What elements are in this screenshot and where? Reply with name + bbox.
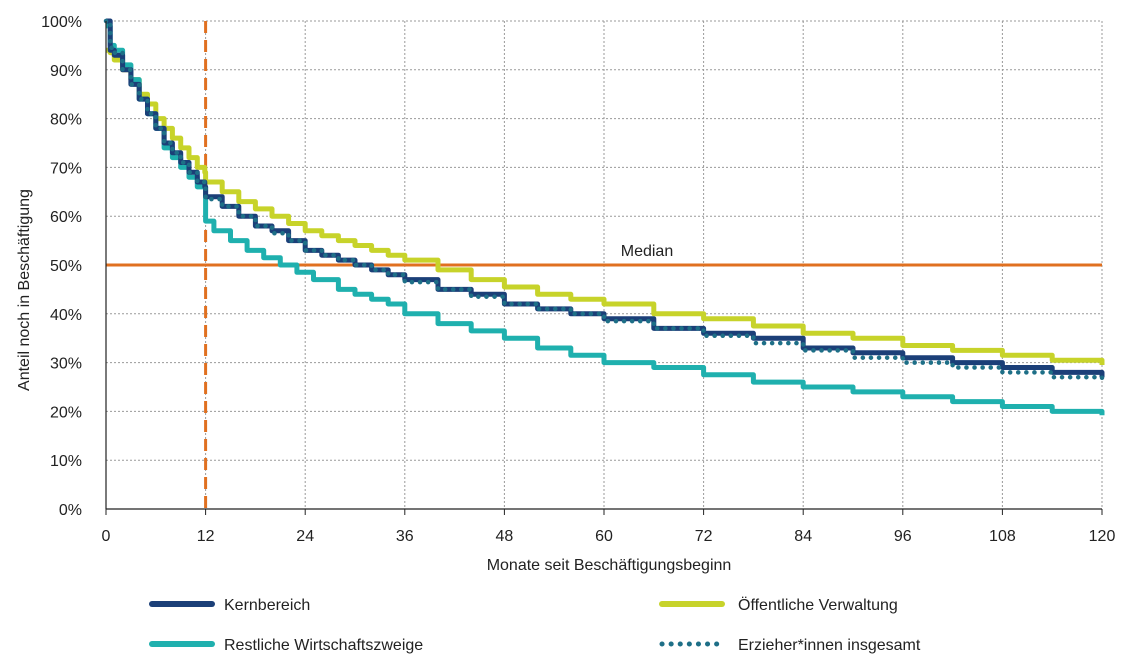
- legend-label: Restliche Wirtschaftszweige: [224, 637, 423, 654]
- x-tick-label: 96: [894, 528, 912, 545]
- axes: 0% 10% 20% 30% 40% 50% 60% 70% 80% 90% 100% 0 12 24 36…: [41, 14, 1115, 545]
- y-tick-label: 0%: [59, 502, 82, 519]
- y-tick-label: 30%: [50, 356, 82, 373]
- legend-label: Kernbereich: [224, 597, 310, 614]
- y-tick-label: 60%: [50, 209, 82, 226]
- x-tick-label: 12: [197, 528, 215, 545]
- y-tick-label: 100%: [41, 14, 82, 31]
- y-tick-label: 90%: [50, 63, 82, 80]
- y-tick-label: 80%: [50, 112, 82, 129]
- x-tick-label: 0: [102, 528, 111, 545]
- legend-item-oeffentliche-verwaltung: Öffentliche Verwaltung: [659, 596, 898, 614]
- legend-item-kernbereich: Kernbereich: [149, 597, 310, 614]
- x-tick-label: 36: [396, 528, 414, 545]
- y-tick-label: 20%: [50, 404, 82, 421]
- series-group: [103, 18, 1105, 416]
- legend-label: Erzieher*innen insgesamt: [738, 637, 921, 654]
- legend-label: Öffentliche Verwaltung: [738, 596, 898, 614]
- x-axis-title: Monate seit Beschäftigungsbeginn: [487, 557, 732, 574]
- x-tick-label: 24: [296, 528, 314, 545]
- x-tick-label: 48: [496, 528, 514, 545]
- x-tick-label: 120: [1089, 528, 1116, 545]
- legend-item-erzieherinnen-insgesamt: Erzieher*innen insgesamt: [659, 637, 921, 654]
- legend-item-restliche-wirtschaftszweige: Restliche Wirtschaftszweige: [149, 637, 423, 654]
- x-tick-label: 60: [595, 528, 613, 545]
- median-label: Median: [621, 243, 673, 260]
- x-tick-label: 108: [989, 528, 1016, 545]
- reference-lines: [106, 21, 1102, 509]
- y-axis-title: Anteil noch in Beschäftigung: [16, 189, 33, 391]
- y-tick-label: 70%: [50, 160, 82, 177]
- x-tick-label: 72: [695, 528, 713, 545]
- y-tick-label: 10%: [50, 453, 82, 470]
- y-tick-label: 40%: [50, 307, 82, 324]
- y-tick-label: 50%: [50, 258, 82, 275]
- x-tick-label: 84: [794, 528, 812, 545]
- legend: Kernbereich Öffentliche Verwaltung Restl…: [149, 596, 921, 654]
